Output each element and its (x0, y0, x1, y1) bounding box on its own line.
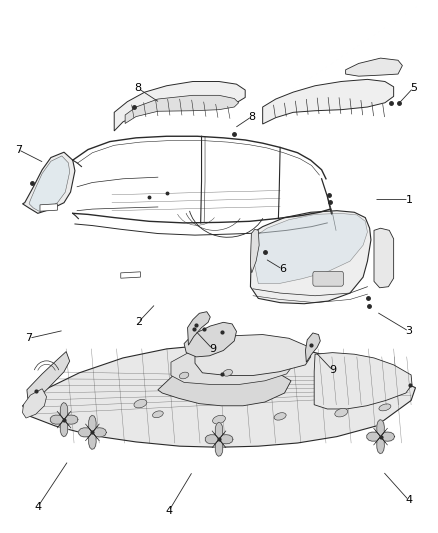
Polygon shape (171, 346, 293, 384)
Ellipse shape (134, 399, 147, 408)
Text: 6: 6 (279, 264, 286, 274)
Ellipse shape (223, 369, 233, 376)
Polygon shape (251, 211, 371, 304)
Polygon shape (346, 58, 403, 76)
Polygon shape (79, 415, 106, 449)
Polygon shape (29, 156, 70, 212)
Polygon shape (121, 272, 141, 278)
Text: 7: 7 (25, 333, 33, 343)
FancyBboxPatch shape (313, 271, 343, 286)
Ellipse shape (274, 413, 286, 420)
Polygon shape (50, 402, 78, 437)
Ellipse shape (379, 404, 391, 411)
Polygon shape (114, 82, 245, 131)
Ellipse shape (335, 408, 348, 417)
Text: 4: 4 (405, 495, 413, 505)
Ellipse shape (152, 411, 163, 418)
Polygon shape (254, 213, 367, 284)
Text: 4: 4 (165, 506, 172, 516)
Text: 8: 8 (248, 111, 255, 122)
Polygon shape (158, 362, 291, 406)
Polygon shape (195, 335, 311, 375)
Polygon shape (22, 152, 75, 213)
Polygon shape (305, 333, 320, 362)
Text: 5: 5 (410, 83, 417, 93)
Polygon shape (374, 228, 394, 288)
Polygon shape (27, 352, 70, 400)
Polygon shape (367, 419, 395, 454)
Polygon shape (187, 312, 210, 345)
Text: 9: 9 (209, 344, 216, 354)
Text: 3: 3 (406, 326, 413, 336)
Text: 1: 1 (406, 195, 413, 205)
Polygon shape (125, 95, 239, 124)
Polygon shape (184, 322, 237, 357)
Ellipse shape (212, 415, 226, 424)
Text: 9: 9 (329, 365, 336, 375)
Polygon shape (314, 353, 412, 409)
Polygon shape (263, 79, 394, 124)
Text: 8: 8 (134, 83, 142, 93)
Text: 4: 4 (34, 502, 41, 512)
Polygon shape (22, 389, 46, 418)
Text: 7: 7 (14, 144, 22, 155)
Polygon shape (205, 422, 233, 456)
Polygon shape (22, 345, 416, 447)
Polygon shape (251, 229, 259, 273)
Polygon shape (40, 204, 57, 211)
Ellipse shape (179, 372, 189, 379)
Text: 2: 2 (134, 317, 142, 327)
